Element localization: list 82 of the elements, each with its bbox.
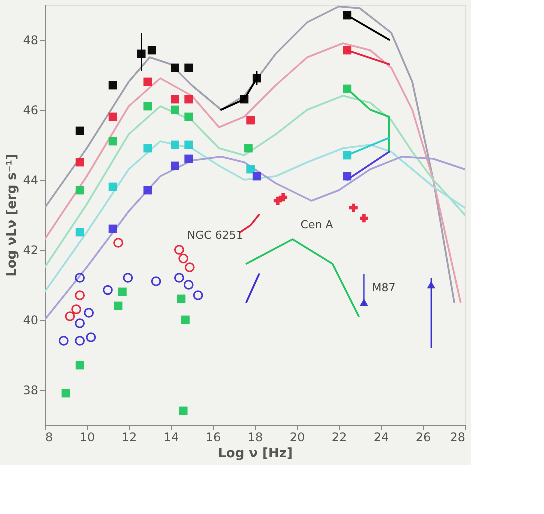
point [114, 302, 123, 310]
x-axis-title: Log ν [Hz] [218, 446, 293, 462]
point [76, 158, 84, 167]
point [174, 245, 184, 255]
y-tick-label: 44 [23, 174, 38, 188]
x-tick-label: 10 [80, 430, 96, 444]
point [174, 273, 184, 283]
point [148, 46, 156, 55]
point [72, 304, 82, 314]
point [184, 140, 194, 150]
point [178, 254, 189, 264]
point [244, 144, 253, 153]
point [144, 186, 152, 195]
point [76, 126, 84, 136]
line-series [45, 156, 465, 321]
annotation: Cen A [300, 218, 334, 232]
point [252, 172, 262, 181]
point [86, 332, 96, 342]
point [76, 228, 84, 237]
x-tick-label: 22 [332, 430, 348, 444]
annotation: NGC 6251 [187, 229, 244, 242]
point [171, 106, 180, 114]
y-tick-label: 46 [23, 104, 38, 118]
point [350, 204, 358, 212]
point [279, 193, 288, 202]
y-axis-title: Log νLν [erg s⁻¹] [5, 154, 20, 277]
x-tick-label: 18 [248, 430, 264, 444]
point [108, 81, 118, 90]
point [76, 186, 84, 195]
point [246, 165, 255, 174]
point [75, 336, 86, 346]
point [144, 78, 152, 86]
y-tick-label: 38 [23, 384, 38, 398]
point [179, 406, 188, 416]
point [58, 336, 69, 346]
point [123, 273, 134, 283]
point [108, 112, 118, 122]
point [75, 273, 86, 283]
point [108, 137, 118, 146]
x-tick-label: 16 [206, 430, 222, 444]
point [62, 389, 70, 398]
point [184, 280, 194, 290]
line-series [45, 95, 465, 268]
point [75, 290, 86, 300]
point [184, 262, 195, 272]
x-tick-label: 8 [46, 430, 54, 444]
point [193, 290, 204, 300]
point [360, 214, 368, 223]
point [75, 318, 86, 328]
point [65, 312, 76, 322]
point [171, 140, 180, 150]
point [151, 276, 162, 286]
point [108, 224, 118, 234]
point [177, 294, 186, 304]
point [184, 112, 194, 122]
point [184, 95, 194, 104]
point [84, 308, 94, 318]
y-tick-label: 40 [23, 314, 38, 328]
x-tick-label: 12 [122, 430, 138, 444]
point [171, 95, 180, 104]
line-series [45, 140, 465, 293]
x-tick-label: 28 [450, 430, 466, 444]
x-tick-label: 26 [416, 430, 432, 444]
point [246, 116, 255, 125]
point [184, 64, 194, 72]
point [171, 64, 180, 72]
point [171, 162, 180, 170]
x-tick-label: 24 [374, 430, 390, 444]
y-tick-label: 42 [23, 244, 38, 258]
point [144, 102, 152, 111]
point [118, 288, 127, 296]
point [184, 154, 194, 164]
x-tick-label: 20 [290, 430, 306, 444]
y-tick-label: 48 [23, 34, 38, 48]
point [76, 361, 84, 370]
point [108, 182, 118, 192]
point [144, 144, 152, 153]
point [182, 316, 190, 324]
annotation: M87 [372, 282, 396, 294]
point [114, 238, 124, 248]
x-tick-label: 14 [164, 430, 180, 444]
point [103, 285, 113, 296]
